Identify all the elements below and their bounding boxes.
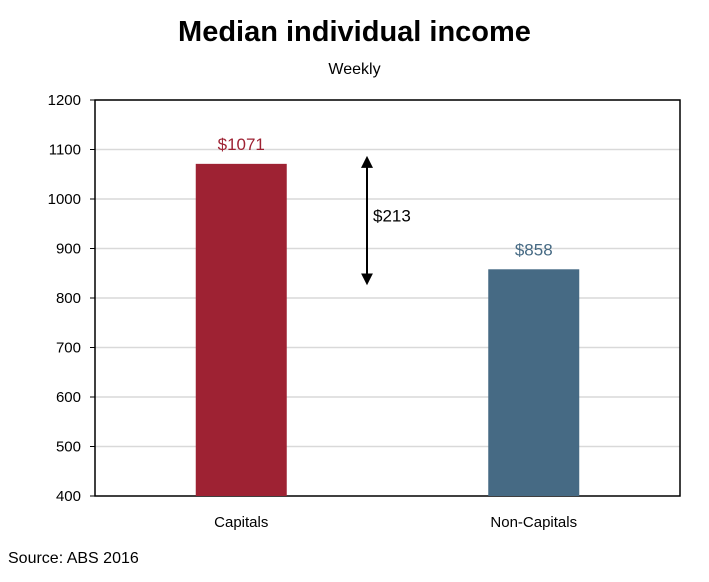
y-tick-label: 500 — [56, 439, 81, 456]
y-tick-label: 600 — [56, 389, 81, 406]
chart-subtitle: Weekly — [328, 61, 381, 78]
source-note: Source: ABS 2016 — [8, 550, 139, 567]
y-tick-label: 700 — [56, 340, 81, 357]
annotation-bg — [372, 203, 420, 228]
data-label: $1071 — [218, 135, 265, 154]
x-category-label: Non-Capitals — [490, 514, 577, 531]
difference-label: $213 — [373, 207, 411, 226]
bar-capitals — [195, 163, 287, 497]
y-tick-label: 1200 — [48, 92, 81, 109]
y-tick-label: 900 — [56, 241, 81, 258]
y-tick-label: 1100 — [49, 142, 81, 159]
x-category-label: Capitals — [214, 514, 268, 531]
y-tick-label: 1000 — [48, 191, 81, 208]
data-label: $858 — [515, 240, 553, 259]
chart-title: Median individual income — [178, 16, 531, 48]
bar-non-capitals — [488, 269, 580, 496]
y-tick-label: 800 — [56, 290, 81, 307]
y-tick-label: 400 — [56, 488, 81, 505]
